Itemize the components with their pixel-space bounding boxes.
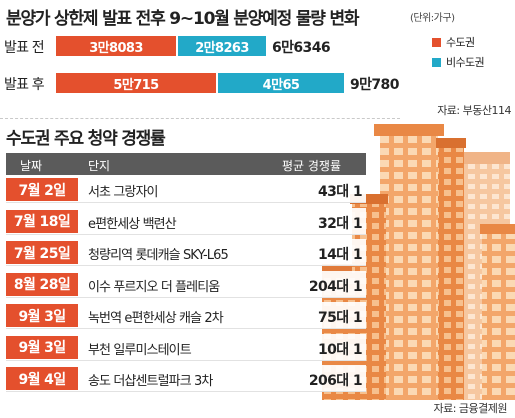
cell-rate: 206대 1 [308, 373, 363, 389]
cell-date: 8월 28일 [6, 272, 78, 296]
chart-title: 분양가 상한제 발표 전후 9~10월 분양예정 물량 변화 [6, 9, 360, 29]
cell-complex: 이수 푸르지오 더 플레티움 [88, 279, 220, 295]
legend-item-nonmetro: 비수도권 [432, 54, 485, 70]
cell-complex: 녹번역 e편한세상 캐슬 2차 [88, 311, 224, 326]
cell-rate: 75대 1 [318, 310, 363, 326]
section-divider [0, 118, 400, 119]
bar-segment-metro: 5만715 [56, 73, 216, 93]
table-row: 9월 3일 부천 일루미스테이트 10대 1 [6, 333, 366, 361]
unit-label: (단위:가구) [410, 13, 455, 24]
table-row: 9월 4일 송도 더샵센트럴파크 3차 206대 1 [6, 365, 366, 392]
cell-complex: 서초 그랑자이 [88, 185, 158, 200]
legend-label-nonmetro: 비수도권 [446, 56, 485, 69]
bar-segment-nonmetro: 4만65 [218, 73, 344, 93]
bar-total-label: 6만6346 [272, 40, 331, 56]
table-header: 날짜 단지 평균 경쟁률 [6, 153, 366, 175]
cell-date: 7월 18일 [6, 209, 78, 233]
bar-total-label: 9만780 [350, 77, 399, 93]
source-note-table: 자료: 금융결제원 [433, 402, 507, 415]
bar-category-label: 발표 전 [4, 40, 45, 56]
cell-complex: 송도 더샵센트럴파크 3차 [88, 374, 213, 389]
table-row: 7월 25일 청량리역 롯데캐슬 SKY-L65 14대 1 [6, 239, 366, 266]
cell-rate: 10대 1 [318, 341, 363, 358]
col-header-rate: 평균 경쟁률 [282, 159, 342, 173]
apartment-buildings-illustration [322, 124, 515, 400]
cell-date: 9월 3일 [6, 304, 78, 327]
cell-rate: 32대 1 [318, 215, 363, 232]
cell-rate: 204대 1 [308, 278, 363, 295]
cell-complex: e편한세상 백련산 [88, 216, 177, 232]
legend-label-metro: 수도권 [446, 36, 475, 49]
cell-date: 7월 25일 [6, 241, 78, 264]
table-row: 7월 2일 서초 그랑자이 43대 1 [6, 176, 366, 203]
bar-category-label: 발표 후 [4, 77, 45, 93]
cell-rate: 43대 1 [318, 184, 363, 200]
table-row: 7월 18일 e편한세상 백련산 32대 1 [6, 207, 366, 235]
source-note-bar: 자료: 부동산114 [437, 104, 511, 117]
cell-complex: 청량리역 롯데캐슬 SKY-L65 [88, 248, 229, 263]
cell-rate: 14대 1 [318, 247, 363, 263]
cell-complex: 부천 일루미스테이트 [88, 342, 192, 358]
col-header-complex: 단지 [88, 159, 111, 173]
legend-swatch-nonmetro [432, 57, 441, 67]
cell-date: 9월 3일 [6, 335, 78, 359]
table-row: 9월 3일 녹번역 e편한세상 캐슬 2차 75대 1 [6, 302, 366, 329]
cell-date: 7월 2일 [6, 178, 78, 201]
cell-date: 9월 4일 [6, 367, 78, 390]
table-row: 8월 28일 이수 푸르지오 더 플레티움 204대 1 [6, 270, 366, 298]
col-header-date: 날짜 [20, 159, 43, 173]
bar-segment-metro: 3만8083 [56, 36, 176, 56]
table-title: 수도권 주요 청약 경쟁률 [6, 129, 166, 149]
legend-swatch-metro [432, 37, 441, 47]
bar-segment-nonmetro: 2만8263 [178, 36, 266, 56]
legend-item-metro: 수도권 [432, 34, 475, 50]
